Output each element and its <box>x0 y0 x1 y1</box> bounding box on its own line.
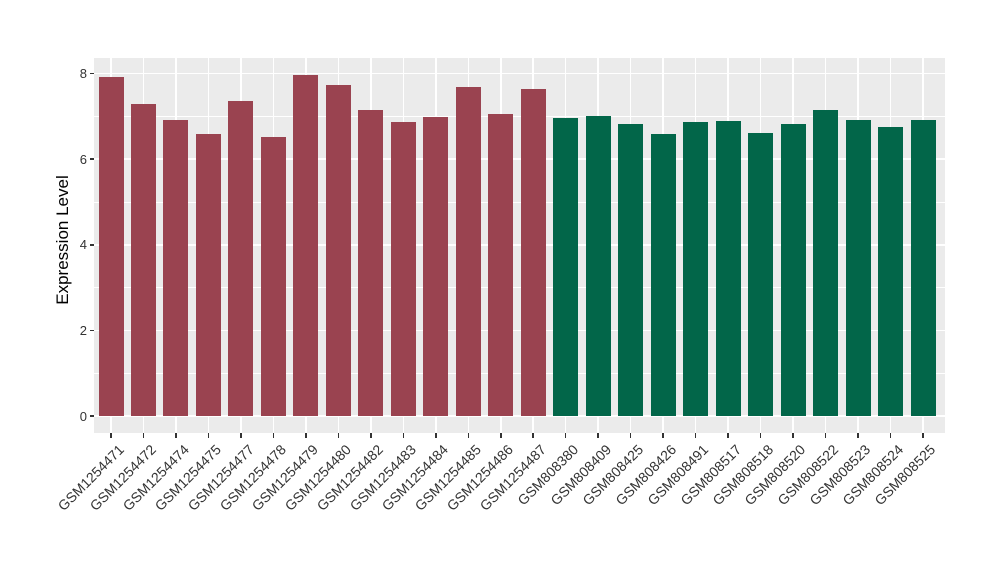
x-tick-mark <box>857 433 859 438</box>
major-gridline <box>94 72 945 75</box>
x-tick-mark <box>922 433 924 438</box>
bar-GSM1254474 <box>163 119 189 416</box>
bar-GSM808524 <box>878 126 904 416</box>
x-tick-mark <box>175 433 177 438</box>
plot-panel <box>94 58 945 433</box>
major-gridline <box>94 329 945 332</box>
x-tick-mark <box>662 433 664 438</box>
bar-GSM808520 <box>780 124 806 416</box>
major-gridline <box>94 415 945 417</box>
y-tick-label: 8 <box>79 66 87 82</box>
x-tick-mark <box>240 433 242 438</box>
bar-GSM1254479 <box>293 74 319 416</box>
y-tick-label: 4 <box>79 237 87 253</box>
bar-GSM1254485 <box>455 87 481 416</box>
y-tick-mark <box>90 158 94 160</box>
x-tick-mark <box>759 433 762 438</box>
x-tick-mark <box>500 433 502 438</box>
x-tick-mark <box>597 433 599 438</box>
bar-GSM1254483 <box>390 122 416 416</box>
bar-GSM1254477 <box>228 101 254 416</box>
x-tick-mark <box>305 433 307 438</box>
minor-gridline <box>94 287 945 288</box>
x-tick-mark <box>467 433 470 438</box>
y-tick-label: 2 <box>79 322 87 338</box>
y-tick-mark <box>90 244 94 246</box>
bar-GSM1254482 <box>358 110 384 416</box>
x-tick-mark <box>337 433 340 438</box>
bar-GSM808380 <box>553 118 579 416</box>
bar-GSM1254471 <box>98 76 124 416</box>
bar-GSM808522 <box>813 109 839 416</box>
y-tick-mark <box>90 72 94 75</box>
x-tick-mark <box>110 433 112 438</box>
x-tick-mark <box>532 433 534 438</box>
bar-GSM808426 <box>650 133 676 416</box>
bar-GSM808425 <box>618 124 644 416</box>
bar-GSM1254475 <box>195 133 221 416</box>
major-gridline <box>94 158 945 160</box>
x-tick-mark <box>694 433 697 438</box>
x-tick-mark <box>727 433 729 438</box>
x-tick-mark <box>207 433 210 438</box>
x-tick-mark <box>629 433 632 438</box>
x-tick-mark <box>402 433 405 438</box>
bar-GSM808517 <box>715 120 741 416</box>
bar-GSM808523 <box>845 120 871 416</box>
y-tick-mark <box>90 415 94 417</box>
bar-GSM1254487 <box>520 89 546 416</box>
y-tick-label: 6 <box>79 151 87 167</box>
x-tick-mark <box>564 433 567 438</box>
x-tick-mark <box>824 433 827 438</box>
x-tick-mark <box>370 433 372 438</box>
bar-GSM1254472 <box>130 103 156 416</box>
y-tick-mark <box>90 329 94 332</box>
bar-GSM808518 <box>748 133 774 416</box>
bar-GSM808409 <box>585 116 611 416</box>
major-gridline <box>94 244 945 246</box>
bar-GSM808525 <box>910 120 936 416</box>
x-tick-mark <box>435 433 437 438</box>
minor-gridline <box>94 372 945 374</box>
bar-GSM1254484 <box>423 117 449 416</box>
bar-GSM808491 <box>683 122 709 416</box>
y-tick-label: 0 <box>79 408 87 424</box>
minor-gridline <box>94 201 945 203</box>
x-tick-mark <box>142 433 145 438</box>
x-tick-mark <box>792 433 794 438</box>
bar-GSM1254480 <box>325 85 351 416</box>
bar-GSM1254478 <box>260 136 286 416</box>
x-tick-mark <box>889 433 892 438</box>
bar-GSM1254486 <box>488 114 514 416</box>
minor-gridline <box>94 116 945 117</box>
x-tick-mark <box>272 433 275 438</box>
